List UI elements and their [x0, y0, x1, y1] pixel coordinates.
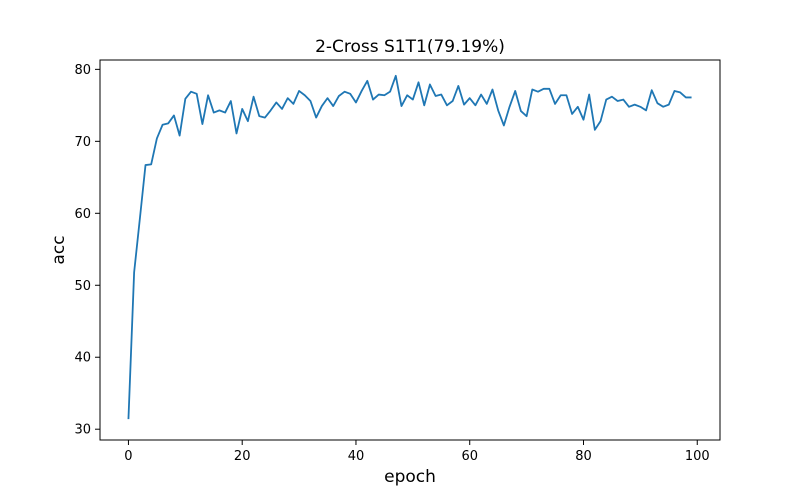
x-tick-label: 20 — [234, 449, 251, 464]
x-tick-label: 80 — [575, 449, 592, 464]
y-axis-label: acc — [49, 235, 69, 264]
x-tick-label: 60 — [461, 449, 478, 464]
y-tick-label: 60 — [74, 207, 91, 222]
x-tick-label: 100 — [685, 449, 710, 464]
x-tick-label: 40 — [348, 449, 365, 464]
x-tick-label: 0 — [124, 449, 132, 464]
y-tick-label: 70 — [74, 135, 91, 150]
series-line-acc — [127, 74, 692, 420]
plot-frame — [99, 59, 721, 441]
plot-area — [99, 59, 721, 441]
y-tick-label: 40 — [74, 351, 91, 366]
x-axis-label: epoch — [384, 467, 436, 487]
chart-title: 2-Cross S1T1(79.19%) — [315, 37, 505, 57]
y-tick-label: 80 — [74, 63, 91, 78]
y-tick-label: 30 — [74, 423, 91, 438]
y-axis: 30 40 50 60 70 80 — [74, 63, 100, 438]
x-axis: 0 20 40 60 80 100 — [124, 440, 710, 464]
y-tick-label: 50 — [74, 279, 91, 294]
